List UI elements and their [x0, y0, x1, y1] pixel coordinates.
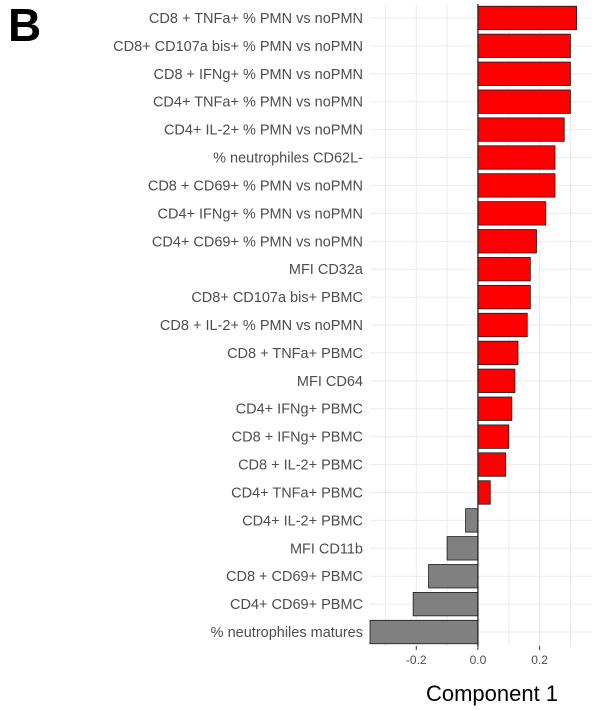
category-label: CD4+ IFNg+ % PMN vs noPMN [158, 206, 363, 222]
category-label: CD8 + IL-2+ % PMN vs noPMN [160, 318, 363, 334]
category-label: MFI CD64 [297, 374, 363, 390]
category-label: CD8+ CD107a bis+ % PMN vs noPMN [113, 39, 363, 55]
panel-label: B [8, 0, 42, 51]
category-label: CD4+ CD69+ PBMC [230, 597, 363, 613]
bar [477, 61, 571, 86]
bar [477, 396, 513, 421]
x-tick-label: 0.0 [470, 653, 487, 667]
bar [477, 5, 577, 31]
bar [477, 229, 537, 254]
category-label: MFI CD32a [289, 262, 364, 278]
x-axis-title: Component 1 [426, 681, 558, 706]
bar [477, 173, 556, 198]
category-label: CD8 + CD69+ PBMC [226, 569, 363, 585]
category-label: CD4+ CD69+ % PMN vs noPMN [152, 234, 363, 250]
category-label: % neutrophiles CD62L- [213, 151, 363, 167]
bar [477, 452, 507, 477]
bar [446, 536, 479, 561]
category-label: CD8 + IFNg+ % PMN vs noPMN [154, 67, 364, 83]
category-label: CD8 + IL-2+ PBMC [238, 458, 363, 474]
x-tick-label: 0.2 [531, 653, 548, 667]
category-label: CD4+ IL-2+ % PMN vs noPMN [164, 123, 363, 139]
bar [477, 117, 565, 142]
bars [369, 5, 577, 645]
category-label: CD4+ TNFa+ % PMN vs noPMN [153, 95, 363, 111]
bar [477, 89, 571, 114]
category-label: % neutrophiles matures [211, 625, 363, 641]
bar [428, 564, 479, 589]
bar [412, 592, 479, 617]
bar [477, 257, 531, 282]
bar [477, 424, 510, 449]
x-axis-ticks: -0.2 0.0 0.2 [406, 646, 548, 667]
bar [477, 201, 547, 226]
bar [477, 368, 516, 393]
bar [465, 508, 479, 533]
bar [477, 340, 519, 366]
category-label: CD4+ IFNg+ PBMC [236, 402, 363, 418]
bar [477, 145, 556, 170]
bar [369, 619, 479, 645]
bar [477, 284, 531, 310]
category-label: CD4+ TNFa+ PBMC [231, 485, 363, 501]
category-label: MFI CD11b [290, 541, 363, 557]
x-tick-label: -0.2 [406, 653, 427, 667]
bar [477, 33, 571, 58]
category-label: CD8+ CD107a bis+ PBMC [191, 290, 363, 306]
category-label: CD8 + TNFa+ PBMC [227, 346, 363, 362]
category-label: CD8 + IFNg+ PBMC [232, 430, 363, 446]
category-labels: CD8 + TNFa+ % PMN vs noPMN CD8+ CD107a bi… [113, 11, 364, 641]
category-label: CD8 + CD69+ % PMN vs noPMN [148, 178, 363, 194]
bar [477, 312, 528, 338]
category-label: CD4+ IL-2+ PBMC [242, 513, 363, 529]
category-label: CD8 + TNFa+ % PMN vs noPMN [149, 11, 363, 27]
bar [477, 480, 491, 505]
